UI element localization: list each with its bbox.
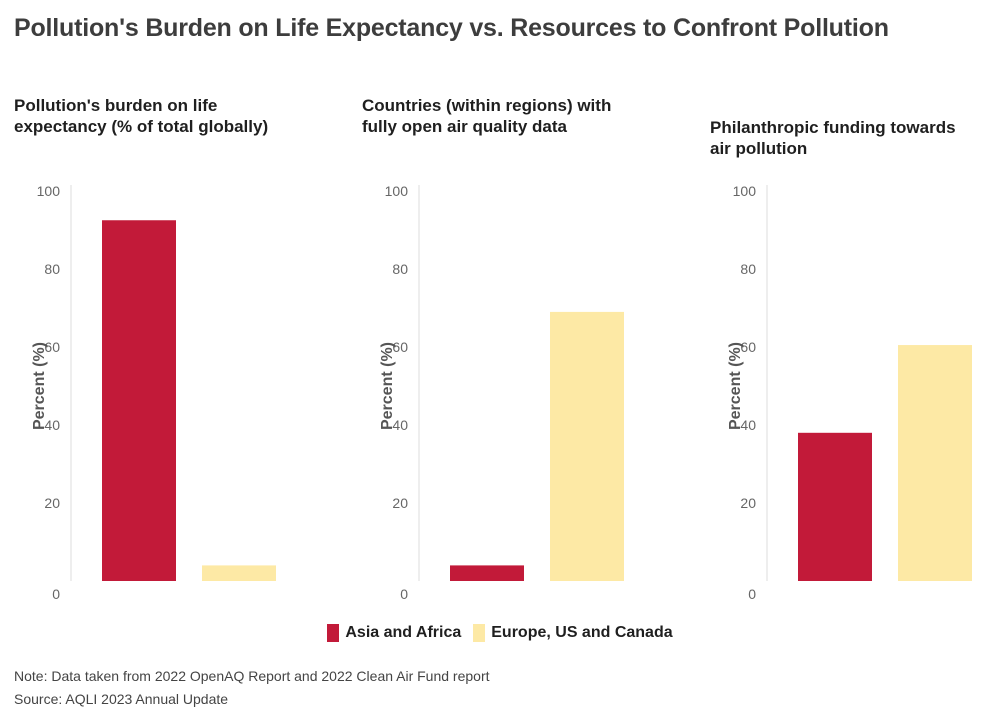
- legend: Asia and Africa Europe, US and Canada: [0, 624, 1000, 642]
- legend-swatch-asia-africa: [327, 624, 340, 642]
- bar-europe-us-canada: [202, 565, 276, 581]
- legend-item-asia-africa: Asia and Africa: [327, 624, 461, 642]
- y-tick-label: 60: [44, 339, 60, 355]
- y-tick-label: 20: [392, 495, 408, 511]
- y-tick-label: 60: [740, 339, 756, 355]
- y-axis-label: Percent (%): [31, 342, 48, 430]
- y-tick-label: 40: [44, 417, 60, 433]
- bar-europe-us-canada: [550, 311, 624, 581]
- y-tick-label: 40: [740, 417, 756, 433]
- bar-europe-us-canada: [898, 345, 972, 581]
- panel-title-open-data: Countries (within regions) with fully op…: [362, 96, 612, 136]
- bar-asia-africa: [798, 432, 872, 581]
- y-tick-label: 20: [44, 495, 60, 511]
- y-tick-label: 60: [392, 339, 408, 355]
- legend-label-asia-africa: Asia and Africa: [345, 624, 462, 641]
- legend-item-europe-us-canada: Europe, US and Canada: [473, 624, 673, 642]
- y-tick-label: 80: [44, 261, 60, 277]
- y-tick-label: 100: [37, 183, 61, 199]
- bar-asia-africa: [450, 565, 524, 581]
- legend-label-europe-us-canada: Europe, US and Canada: [491, 624, 673, 641]
- footnote-note: Note: Data taken from 2022 OpenAQ Report…: [14, 668, 490, 684]
- chart-title: Pollution's Burden on Life Expectancy vs…: [14, 14, 889, 42]
- legend-swatch-europe-us-canada: [473, 624, 486, 642]
- chart-panel-open-data: 0 20 40 60 80 100 Percent (%): [379, 183, 624, 602]
- y-tick-label: 20: [740, 495, 756, 511]
- y-tick-label: 0: [52, 586, 60, 602]
- y-axis-label: Percent (%): [379, 342, 396, 430]
- footnote-source: Source: AQLI 2023 Annual Update: [14, 691, 229, 707]
- y-tick-label: 100: [733, 183, 757, 199]
- y-axis-label: Percent (%): [727, 342, 744, 430]
- y-tick-label: 0: [400, 586, 408, 602]
- chart-panel-funding: 0 20 40 60 80 100 Percent (%): [727, 183, 972, 602]
- y-tick-label: 100: [385, 183, 409, 199]
- y-tick-label: 80: [740, 261, 756, 277]
- y-tick-label: 80: [392, 261, 408, 277]
- bar-asia-africa: [102, 220, 176, 581]
- chart-panel-burden: 0 20 40 60 80 100 Percent (%): [31, 183, 276, 602]
- y-tick-label: 0: [748, 586, 756, 602]
- y-tick-label: 40: [392, 417, 408, 433]
- panel-title-funding: Philanthropic funding towards air pollut…: [710, 118, 956, 158]
- panel-title-burden: Pollution's burden on life expectancy (%…: [14, 96, 269, 136]
